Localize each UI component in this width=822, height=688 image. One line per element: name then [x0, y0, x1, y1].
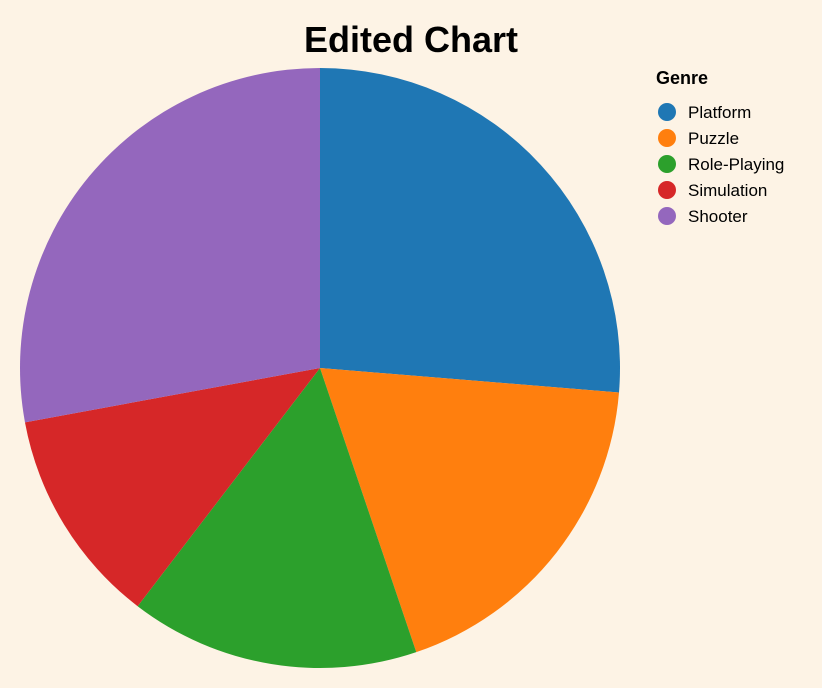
legend: Genre Platform Puzzle Role-Playing Simulati… [656, 68, 784, 226]
pie-slice-shooter [20, 68, 321, 423]
legend-label-platform: Platform [688, 103, 751, 122]
pie-slice-role-playing [137, 368, 417, 669]
legend-swatch-puzzle [658, 129, 676, 147]
pie-slice-puzzle [320, 368, 619, 653]
legend-title: Genre [656, 68, 708, 88]
pie-slices [20, 68, 621, 669]
legend-swatch-shooter [658, 207, 676, 225]
legend-swatch-simulation [658, 181, 676, 199]
legend-swatch-role-playing [658, 155, 676, 173]
chart-title: Edited Chart [304, 19, 518, 60]
pie-slice-platform [320, 68, 621, 393]
legend-swatch-platform [658, 103, 676, 121]
pie-slice-simulation [24, 368, 320, 607]
legend-label-role-playing: Role-Playing [688, 155, 784, 174]
legend-label-simulation: Simulation [688, 181, 767, 200]
legend-items: Platform Puzzle Role-Playing Simulation Shoo… [658, 103, 784, 226]
legend-label-puzzle: Puzzle [688, 129, 739, 148]
legend-label-shooter: Shooter [688, 207, 748, 226]
